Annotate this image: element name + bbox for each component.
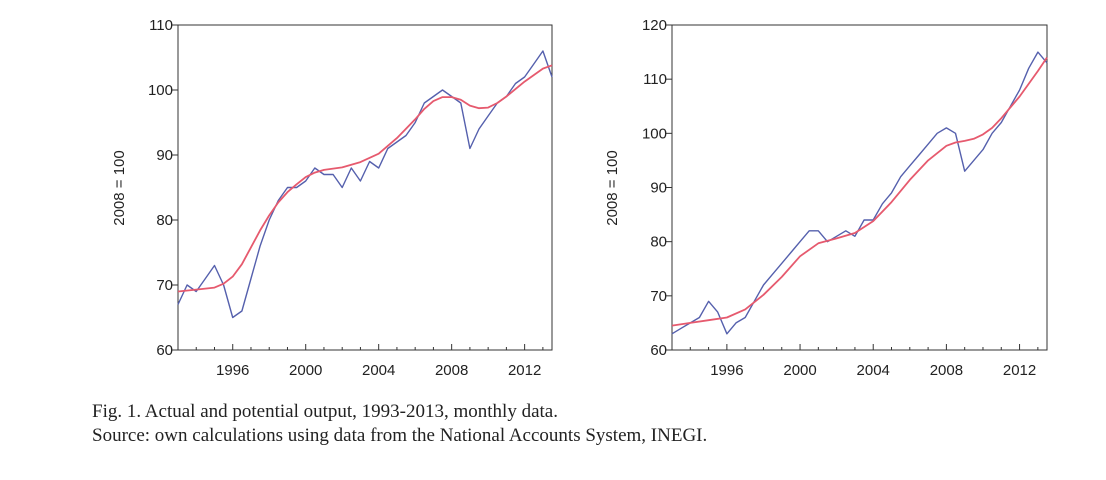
right-x-tick-label: 2012 [1003, 362, 1036, 379]
right-y-tick-label: 120 [642, 17, 667, 34]
left-potential-output-line [177, 64, 553, 293]
right-y-tick-label: 100 [642, 125, 667, 142]
left-y-tick-label: 90 [156, 147, 173, 164]
figure: 60 70 80 90 100 110 1996 2000 2004 2008 2012 2008… [111, 17, 1048, 379]
right-potential-output-line [671, 56, 1048, 327]
left-actual-output-line [177, 50, 553, 319]
right-y-tick-label: 60 [650, 342, 667, 359]
left-y-tick-labels: 60 70 80 90 100 110 [148, 17, 173, 359]
right-actual-output-line [671, 51, 1048, 335]
right-ticks [666, 24, 1039, 351]
right-chart: 60 70 80 90 100 110 120 1996 2000 2004 2008 2012 2… [604, 17, 1048, 379]
figure-caption: Fig. 1. Actual and potential output, 199… [92, 401, 558, 422]
left-chart: 60 70 80 90 100 110 1996 2000 2004 2008 2012 2008… [111, 17, 553, 379]
right-x-tick-label: 2000 [783, 362, 816, 379]
right-plot-frame [671, 24, 1048, 351]
left-y-tick-label: 70 [156, 277, 173, 294]
right-y-tick-label: 90 [650, 180, 667, 197]
left-x-tick-label: 2012 [508, 362, 541, 379]
right-x-tick-label: 2008 [930, 362, 963, 379]
right-y-tick-labels: 60 70 80 90 100 110 120 [642, 17, 667, 359]
left-plot-frame [177, 24, 553, 351]
figure-source: Source: own calculations using data from… [92, 425, 708, 446]
left-y-tick-label: 110 [149, 17, 173, 34]
left-x-tick-label: 2000 [289, 362, 322, 379]
right-x-tick-label: 2004 [857, 362, 890, 379]
right-x-tick-labels: 1996 2000 2004 2008 2012 [710, 362, 1036, 379]
right-y-tick-label: 80 [650, 234, 667, 251]
right-y-axis-label: 2008 = 100 [604, 150, 621, 226]
left-y-tick-label: 80 [156, 212, 173, 229]
left-x-tick-label: 1996 [216, 362, 249, 379]
right-y-tick-label: 70 [650, 288, 667, 305]
left-x-tick-labels: 1996 2000 2004 2008 2012 [216, 362, 541, 379]
left-ticks [172, 24, 544, 351]
left-y-axis-label: 2008 = 100 [111, 150, 128, 226]
left-y-tick-label: 100 [148, 82, 173, 99]
right-y-tick-label: 110 [643, 71, 667, 88]
left-x-tick-label: 2008 [435, 362, 468, 379]
left-y-tick-label: 60 [156, 342, 173, 359]
left-x-tick-label: 2004 [362, 362, 395, 379]
right-x-tick-label: 1996 [710, 362, 743, 379]
